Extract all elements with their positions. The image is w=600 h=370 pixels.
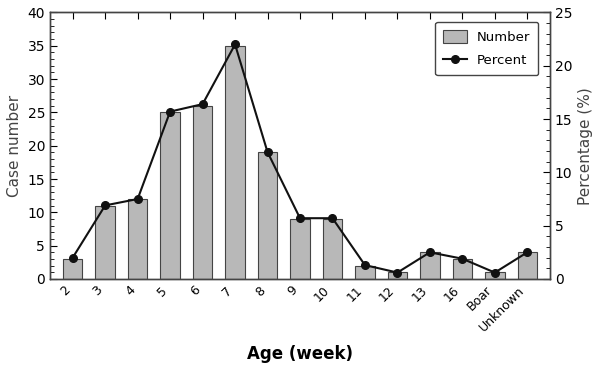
- Percent: [296, 216, 304, 221]
- X-axis label: Age (week): Age (week): [247, 345, 353, 363]
- Percent: [394, 270, 401, 275]
- Bar: [63, 259, 82, 279]
- Percent: [232, 42, 239, 47]
- Bar: [420, 252, 440, 279]
- Bar: [388, 272, 407, 279]
- Bar: [95, 206, 115, 279]
- Bar: [355, 266, 374, 279]
- Percent: [524, 250, 531, 255]
- Bar: [193, 106, 212, 279]
- Bar: [160, 112, 180, 279]
- Percent: [101, 203, 109, 208]
- Percent: [199, 102, 206, 106]
- Bar: [290, 219, 310, 279]
- Bar: [128, 199, 148, 279]
- Line: Percent: Percent: [69, 41, 531, 276]
- Percent: [426, 250, 433, 255]
- Bar: [452, 259, 472, 279]
- Bar: [258, 152, 277, 279]
- Bar: [323, 219, 342, 279]
- Percent: [361, 263, 368, 268]
- Bar: [518, 252, 537, 279]
- Y-axis label: Case number: Case number: [7, 95, 22, 197]
- Percent: [134, 197, 141, 201]
- Legend: Number, Percent: Number, Percent: [435, 22, 538, 75]
- Percent: [491, 270, 499, 275]
- Y-axis label: Percentage (%): Percentage (%): [578, 87, 593, 205]
- Percent: [69, 255, 76, 260]
- Percent: [167, 110, 174, 114]
- Bar: [226, 46, 245, 279]
- Percent: [264, 150, 271, 154]
- Percent: [459, 256, 466, 261]
- Percent: [329, 216, 336, 221]
- Bar: [485, 272, 505, 279]
